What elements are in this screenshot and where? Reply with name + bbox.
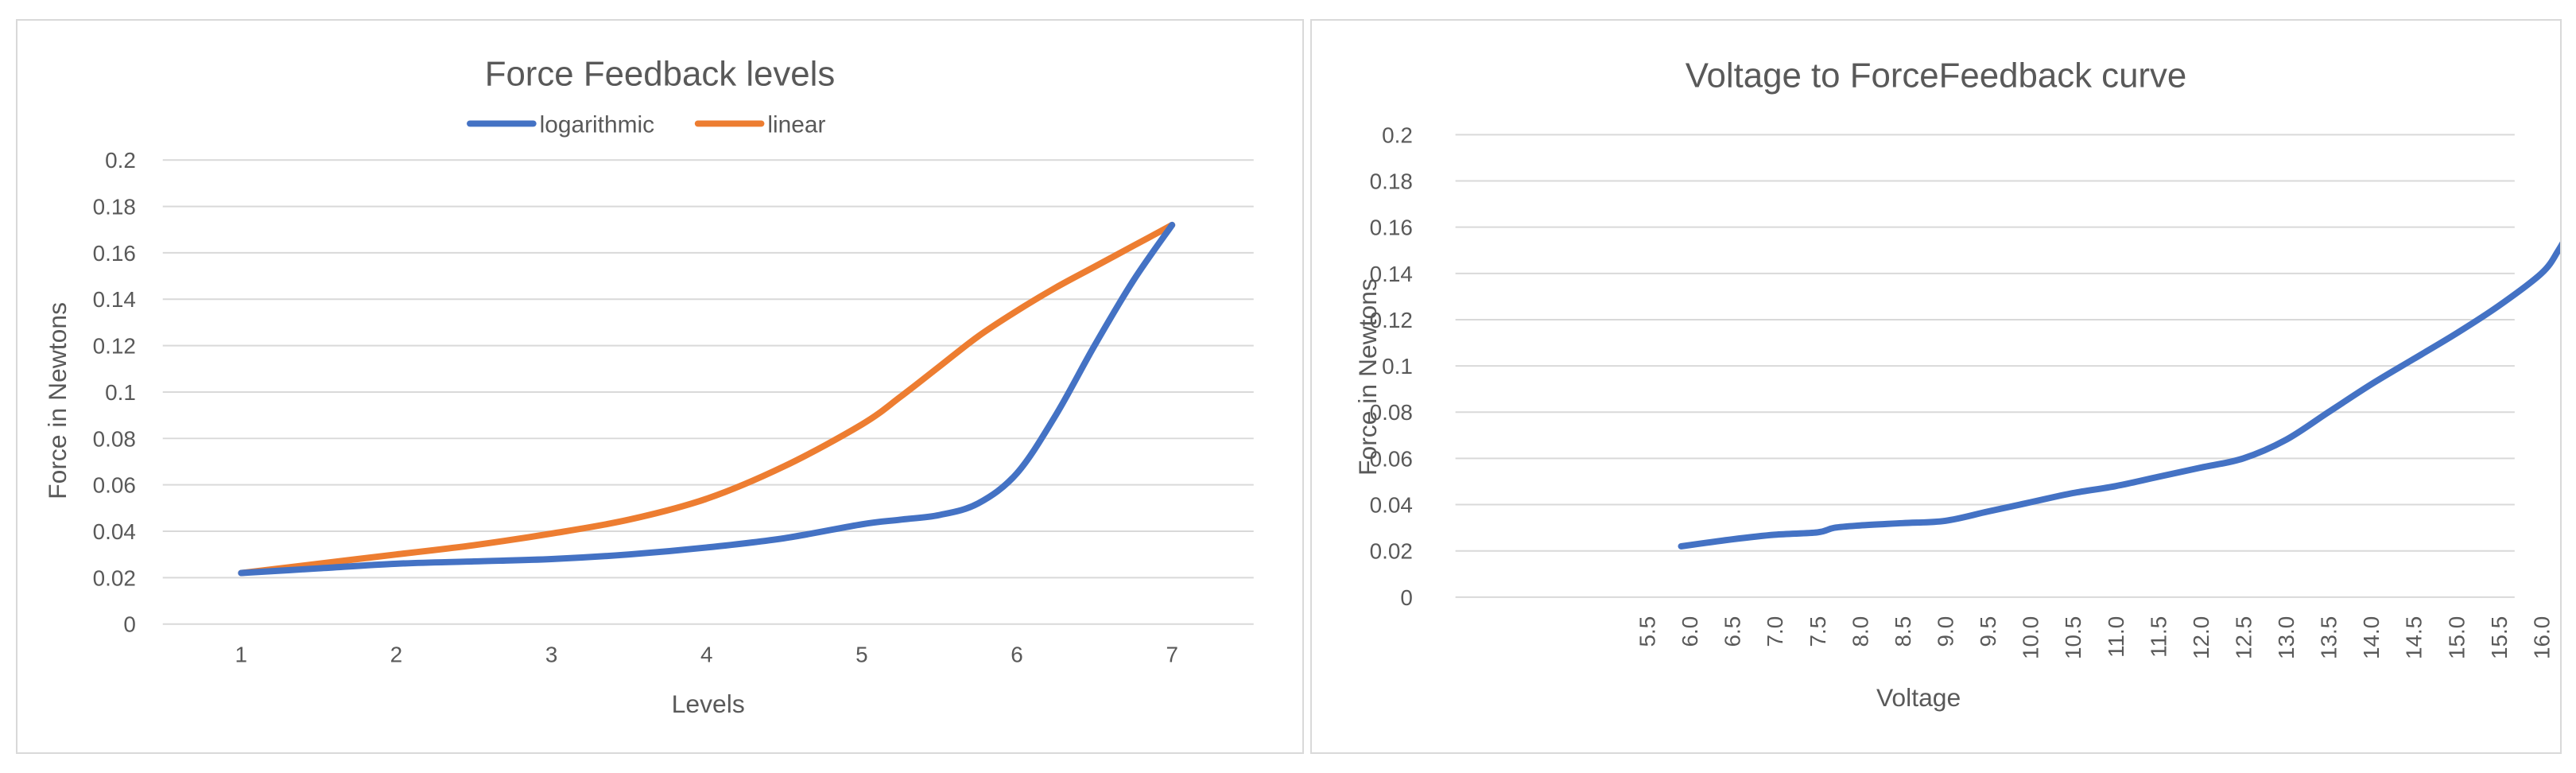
series-line-logarithmic: [238, 221, 1176, 577]
legend-label-logarithmic: logarithmic: [540, 111, 654, 138]
x-tick-label: 13.5: [2317, 616, 2341, 659]
series-line-force: [1678, 241, 2560, 550]
y-tick-label: 0.18: [1370, 169, 1413, 193]
y-tick-label: 0.06: [1370, 446, 1413, 471]
y-tick-label: 0.1: [105, 380, 136, 405]
y-tick-label: 0.04: [1370, 493, 1413, 518]
x-tick-label: 6: [1011, 642, 1023, 666]
y-tick-label: 0.08: [93, 426, 136, 451]
y-tick-label: 0.2: [1382, 122, 1413, 147]
chart-title: Force Feedback levels: [485, 55, 836, 94]
x-tick-label: 5.5: [1635, 616, 1660, 647]
series-line-linear: [238, 221, 1176, 577]
y-tick-label: 0.04: [93, 519, 136, 544]
y-tick-label: 0.06: [93, 473, 136, 498]
x-axis-title: Voltage: [1876, 683, 1961, 712]
x-tick-label: 9.5: [1976, 616, 2000, 647]
x-tick-label: 13.0: [2274, 616, 2299, 659]
x-tick-label: 9.0: [1934, 616, 1958, 647]
x-tick-label: 14.5: [2402, 616, 2427, 659]
x-tick-label: 10.5: [2061, 616, 2085, 659]
y-tick-label: 0: [1400, 585, 1413, 610]
x-tick-label: 6.0: [1678, 616, 1702, 647]
x-axis-title: Levels: [672, 689, 745, 718]
y-tick-label: 0.16: [1370, 216, 1413, 240]
y-tick-label: 0.08: [1370, 400, 1413, 425]
x-tick-label: 12.0: [2189, 616, 2213, 659]
x-tick-label: 3: [545, 642, 558, 666]
y-tick-label: 0.16: [93, 241, 136, 266]
y-axis-title: Force in Newtons: [43, 302, 72, 499]
x-tick-label: 11.5: [2146, 616, 2171, 658]
chart-panel-voltage-curve: Voltage to ForceFeedback curve Voltage F…: [1310, 19, 2562, 754]
y-tick-label: 0.14: [93, 287, 136, 312]
legend: logarithmic linear: [467, 111, 825, 138]
y-tick-label: 0.12: [93, 334, 136, 359]
x-tick-label: 6.5: [1721, 616, 1745, 647]
x-tick-label: 5: [855, 642, 868, 666]
x-tick-label: 8.5: [1891, 616, 1915, 647]
x-tick-label: 8.0: [1848, 616, 1872, 647]
y-tick-label: 0.1: [1382, 354, 1413, 379]
chart-voltage-to-forcefeedback: Voltage to ForceFeedback curve Voltage F…: [1353, 56, 2560, 712]
y-tick-label: 0.14: [1370, 262, 1413, 286]
chart-panel-force-levels: Force Feedback levels Levels Force in Ne…: [16, 19, 1304, 754]
x-tick-label: 7.0: [1763, 616, 1787, 647]
x-tick-label: 12.5: [2231, 616, 2256, 659]
x-tick-label: 16.0: [2529, 616, 2554, 659]
y-tick-label: 0: [123, 612, 136, 637]
y-tick-label: 0.02: [93, 565, 136, 590]
y-tick-label: 0.18: [93, 195, 136, 219]
x-tick-label: 4: [700, 642, 713, 666]
legend-label-linear: linear: [767, 111, 825, 138]
x-tick-label: 15.5: [2487, 616, 2512, 659]
x-tick-label: 7.5: [1806, 616, 1830, 647]
x-tick-label: 14.0: [2359, 616, 2384, 659]
x-tick-label: 15.0: [2444, 616, 2469, 659]
x-tick-label: 11.0: [2104, 616, 2128, 658]
x-tick-label: 7: [1166, 642, 1178, 666]
chart-title: Voltage to ForceFeedback curve: [1686, 56, 2187, 95]
y-axis-title: Force in Newtons: [1353, 278, 1382, 476]
y-tick-label: 0.12: [1370, 308, 1413, 332]
y-tick-label: 0.02: [1370, 539, 1413, 564]
x-tick-label: 10.0: [2019, 616, 2043, 659]
y-tick-label: 0.2: [105, 148, 136, 173]
chart-force-feedback-levels: Force Feedback levels Levels Force in Ne…: [43, 55, 1254, 718]
x-tick-label: 1: [235, 642, 248, 666]
x-tick-label: 2: [390, 642, 403, 666]
